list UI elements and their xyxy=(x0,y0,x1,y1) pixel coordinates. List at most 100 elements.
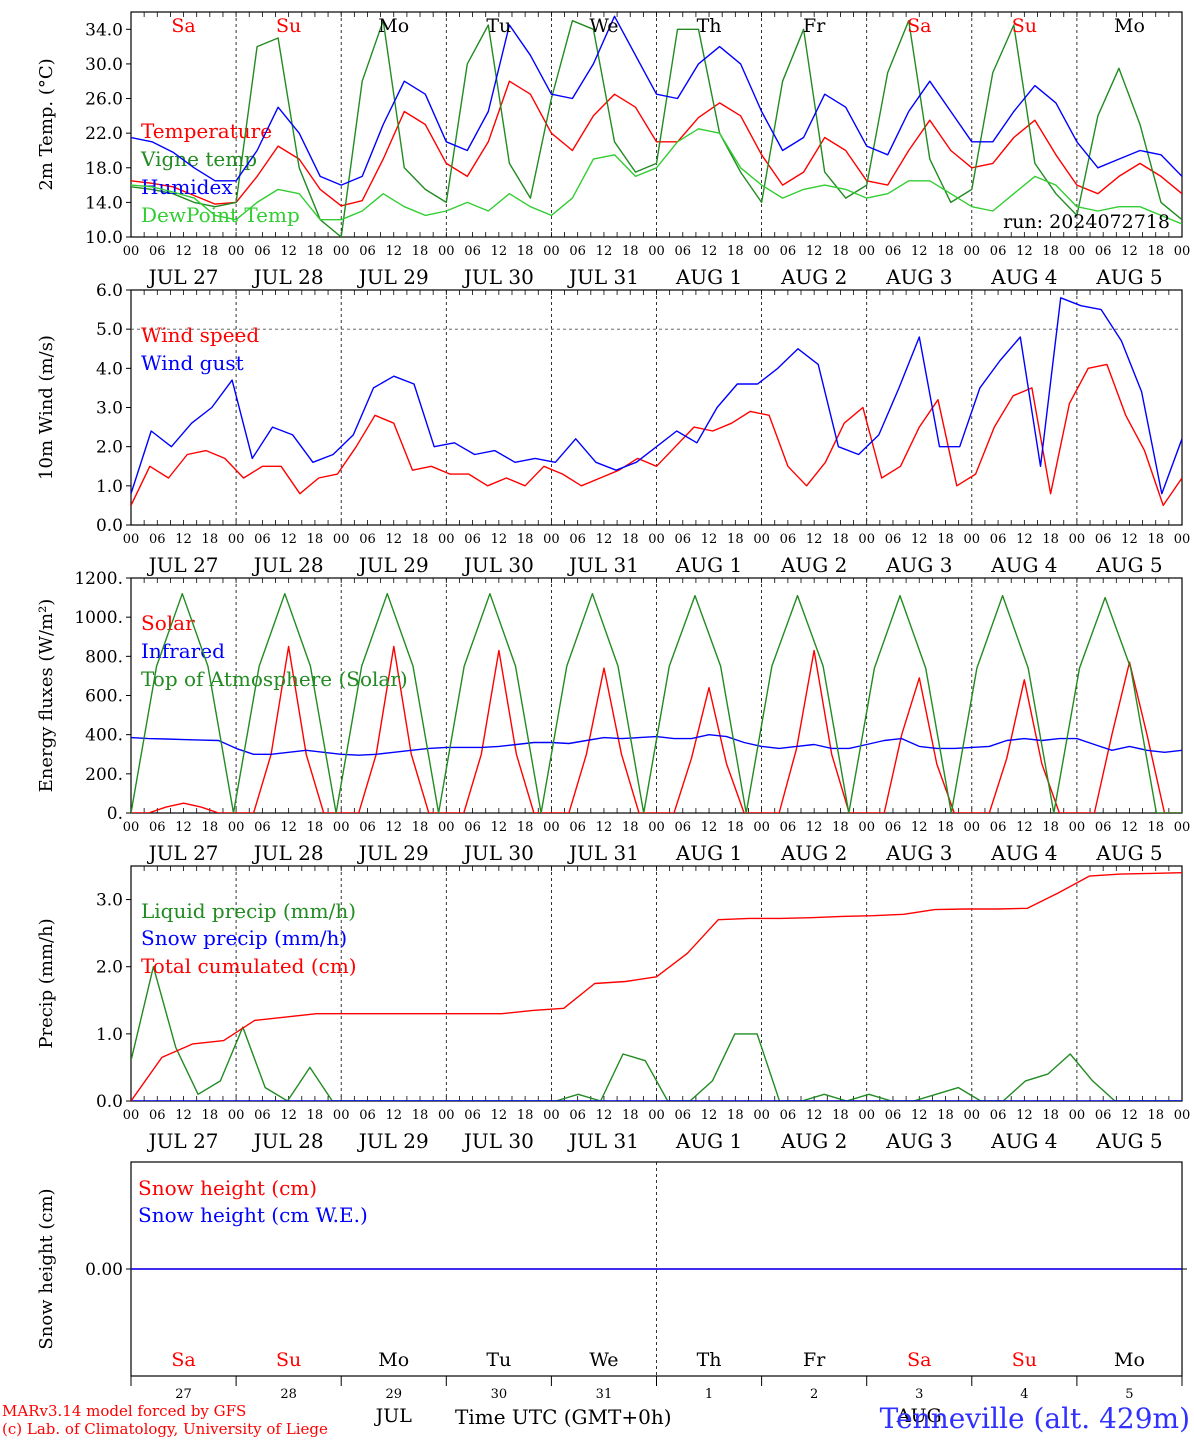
day-label: JUL 29 xyxy=(357,1129,429,1153)
hour-tick-label: 00 xyxy=(543,244,560,259)
y-tick-label: 22.0 xyxy=(85,124,123,144)
chart-panels: 10.014.018.022.026.030.034.02m Temp. (°C… xyxy=(36,11,1190,1427)
weekday-label: Th xyxy=(697,15,722,37)
day-label: JUL 30 xyxy=(462,553,534,577)
hour-tick-label: 00 xyxy=(964,244,981,259)
day-label: AUG 1 xyxy=(675,265,742,289)
hour-tick-label: 18 xyxy=(1147,244,1164,259)
series-temperature xyxy=(131,80,1182,207)
hour-tick-label: 06 xyxy=(569,1108,586,1123)
series-solar xyxy=(131,645,1182,813)
weekday-label: Mo xyxy=(1114,15,1145,37)
hour-tick-label: 00 xyxy=(753,820,770,835)
day-label: AUG 1 xyxy=(675,553,742,577)
legend-infrared: Infrared xyxy=(141,639,225,663)
hour-tick-label: 06 xyxy=(780,532,797,547)
hour-tick-label: 12 xyxy=(911,532,928,547)
day-number: 30 xyxy=(491,1387,508,1402)
legend-wind-gust: Wind gust xyxy=(141,351,244,375)
y-tick-label: 1000. xyxy=(74,608,123,628)
hour-tick-label: 12 xyxy=(701,820,718,835)
day-label: AUG 2 xyxy=(780,553,847,577)
hour-tick-label: 06 xyxy=(254,532,271,547)
hour-tick-label: 18 xyxy=(937,820,954,835)
hour-tick-label: 06 xyxy=(254,1108,271,1123)
hour-tick-label: 00 xyxy=(858,820,875,835)
hour-tick-label: 12 xyxy=(280,244,297,259)
hour-tick-label: 06 xyxy=(254,820,271,835)
hour-tick-label: 12 xyxy=(175,1108,192,1123)
day-label: JUL 30 xyxy=(462,841,534,865)
hour-tick-label: 18 xyxy=(832,1108,849,1123)
hour-tick-label: 06 xyxy=(990,1108,1007,1123)
hour-tick-label: 18 xyxy=(517,532,534,547)
hour-tick-label: 12 xyxy=(596,820,613,835)
hour-tick-label: 00 xyxy=(648,532,665,547)
y-tick-label: 400. xyxy=(85,726,123,746)
day-label: AUG 3 xyxy=(885,553,952,577)
day-label: JUL 27 xyxy=(147,841,219,865)
legend-vigne-temp: Vigne temp xyxy=(140,147,257,171)
hour-tick-label: 12 xyxy=(491,820,508,835)
hour-tick-label: 18 xyxy=(202,532,219,547)
day-number: 27 xyxy=(175,1387,192,1402)
hour-tick-label: 06 xyxy=(885,244,902,259)
hour-tick-label: 12 xyxy=(385,244,402,259)
day-label: JUL 29 xyxy=(357,265,429,289)
hour-tick-label: 18 xyxy=(832,820,849,835)
y-tick-label: 30.0 xyxy=(85,55,123,75)
credit-line-1: MARv3.14 model forced by GFS xyxy=(2,1402,246,1420)
hour-tick-label: 12 xyxy=(385,1108,402,1123)
hour-tick-label: 00 xyxy=(438,532,455,547)
day-label: JUL 28 xyxy=(252,265,324,289)
hour-tick-label: 12 xyxy=(806,532,823,547)
hour-tick-label: 12 xyxy=(1121,1108,1138,1123)
hour-tick-label: 00 xyxy=(858,244,875,259)
weekday-label: Th xyxy=(697,1349,722,1371)
y-axis-title: Precip (mm/h) xyxy=(36,918,57,1048)
weekday-label: Mo xyxy=(1114,1349,1145,1371)
day-label: AUG 5 xyxy=(1095,265,1162,289)
hour-tick-label: 00 xyxy=(123,532,140,547)
hour-tick-label: 06 xyxy=(359,820,376,835)
day-label: AUG 4 xyxy=(990,553,1057,577)
hour-tick-label: 00 xyxy=(753,244,770,259)
hour-tick-label: 06 xyxy=(569,244,586,259)
footer: MARv3.14 model forced by GFS (c) Lab. of… xyxy=(2,1402,1190,1438)
day-label: AUG 5 xyxy=(1095,841,1162,865)
hour-tick-label: 18 xyxy=(412,820,429,835)
hour-tick-label: 12 xyxy=(280,820,297,835)
hour-tick-label: 06 xyxy=(675,244,692,259)
day-number: 3 xyxy=(915,1387,923,1402)
hour-tick-label: 00 xyxy=(333,532,350,547)
hour-tick-label: 18 xyxy=(1042,244,1059,259)
hour-tick-label: 00 xyxy=(858,1108,875,1123)
hour-tick-label: 12 xyxy=(280,532,297,547)
weekday-label: Su xyxy=(1012,1349,1037,1371)
day-label: AUG 3 xyxy=(885,265,952,289)
day-label: JUL 31 xyxy=(567,265,639,289)
series-total-cumulated-cm xyxy=(131,872,1182,1101)
day-number: 29 xyxy=(385,1387,402,1402)
series-vigne-temp xyxy=(131,20,1182,237)
hour-tick-label: 06 xyxy=(990,244,1007,259)
hour-tick-label: 18 xyxy=(412,244,429,259)
run-label: run: 2024072718 xyxy=(1003,211,1170,233)
hour-tick-label: 06 xyxy=(569,820,586,835)
hour-tick-label: 18 xyxy=(202,1108,219,1123)
hour-tick-label: 00 xyxy=(228,532,245,547)
weekday-label: Fr xyxy=(803,1349,826,1371)
hour-tick-label: 00 xyxy=(648,1108,665,1123)
hour-tick-label: 06 xyxy=(1095,244,1112,259)
legend-wind-speed: Wind speed xyxy=(141,323,259,347)
hour-tick-label: 18 xyxy=(517,244,534,259)
hour-tick-label: 06 xyxy=(149,244,166,259)
legend-temperature: Temperature xyxy=(141,119,272,143)
hour-tick-label: 18 xyxy=(727,1108,744,1123)
y-tick-label: 4.0 xyxy=(96,359,123,379)
weekday-label: We xyxy=(589,15,618,37)
panel-1: 10.0 14.0 18.0 22.0 26.0 30.0 34.0 2m Temp. (°C… xyxy=(36,11,1190,289)
hour-tick-label: 06 xyxy=(464,244,481,259)
y-tick-label: 0.00 xyxy=(85,1260,123,1280)
